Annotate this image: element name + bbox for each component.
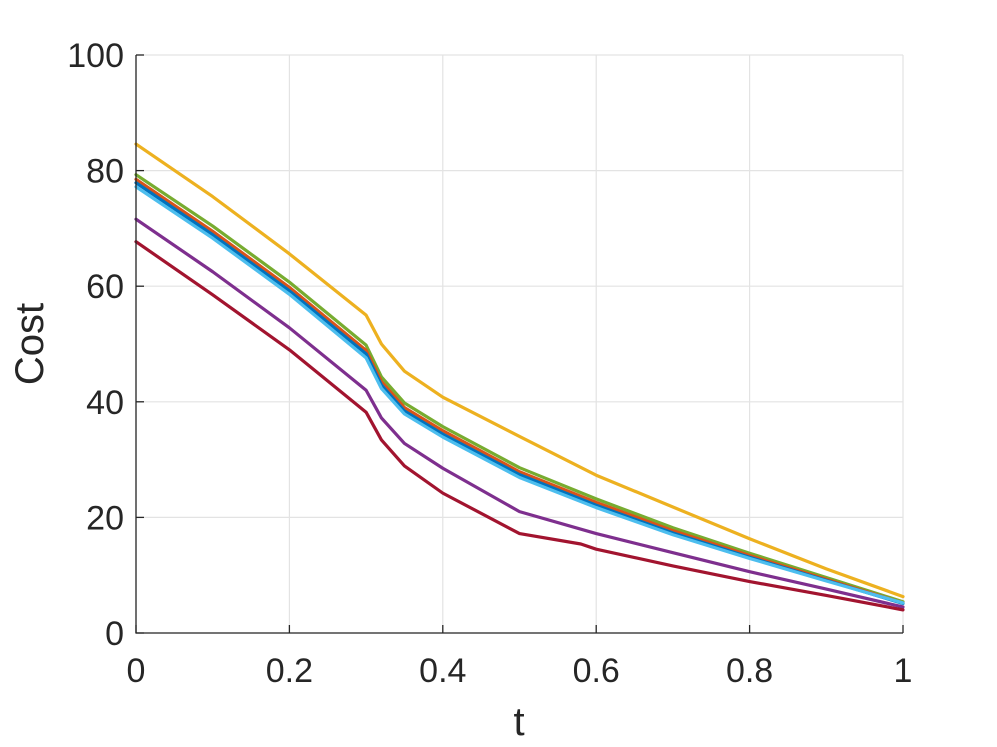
x-tick-label: 0.4	[419, 652, 466, 690]
x-axis-label: t	[513, 700, 524, 744]
plot-background	[136, 55, 903, 633]
x-tick-label: 0.2	[266, 652, 313, 690]
y-tick-label: 40	[86, 384, 124, 422]
y-tick-label: 20	[86, 499, 124, 537]
y-tick-label: 0	[105, 615, 124, 653]
tick-labels: 0 0.2 0.4 0.6 0.8 1 0 20 40 60 80 100	[67, 37, 912, 690]
series-line-6	[134, 217, 905, 609]
series-line-1	[134, 142, 905, 599]
series-lines	[134, 142, 905, 612]
y-axis-label: Cost	[8, 303, 52, 385]
x-tick-label: 1	[894, 652, 913, 690]
series-line-2	[134, 173, 905, 604]
series-line-5	[134, 185, 905, 605]
x-tick-label: 0.8	[726, 652, 773, 690]
axes	[135, 54, 904, 634]
y-tick-label: 60	[86, 268, 124, 306]
series-line-7	[134, 240, 905, 612]
y-tick-label: 100	[67, 37, 124, 75]
x-tick-label: 0	[127, 652, 146, 690]
x-tick-label: 0.6	[573, 652, 620, 690]
series-line-3	[134, 177, 905, 605]
y-tick-label: 80	[86, 153, 124, 191]
